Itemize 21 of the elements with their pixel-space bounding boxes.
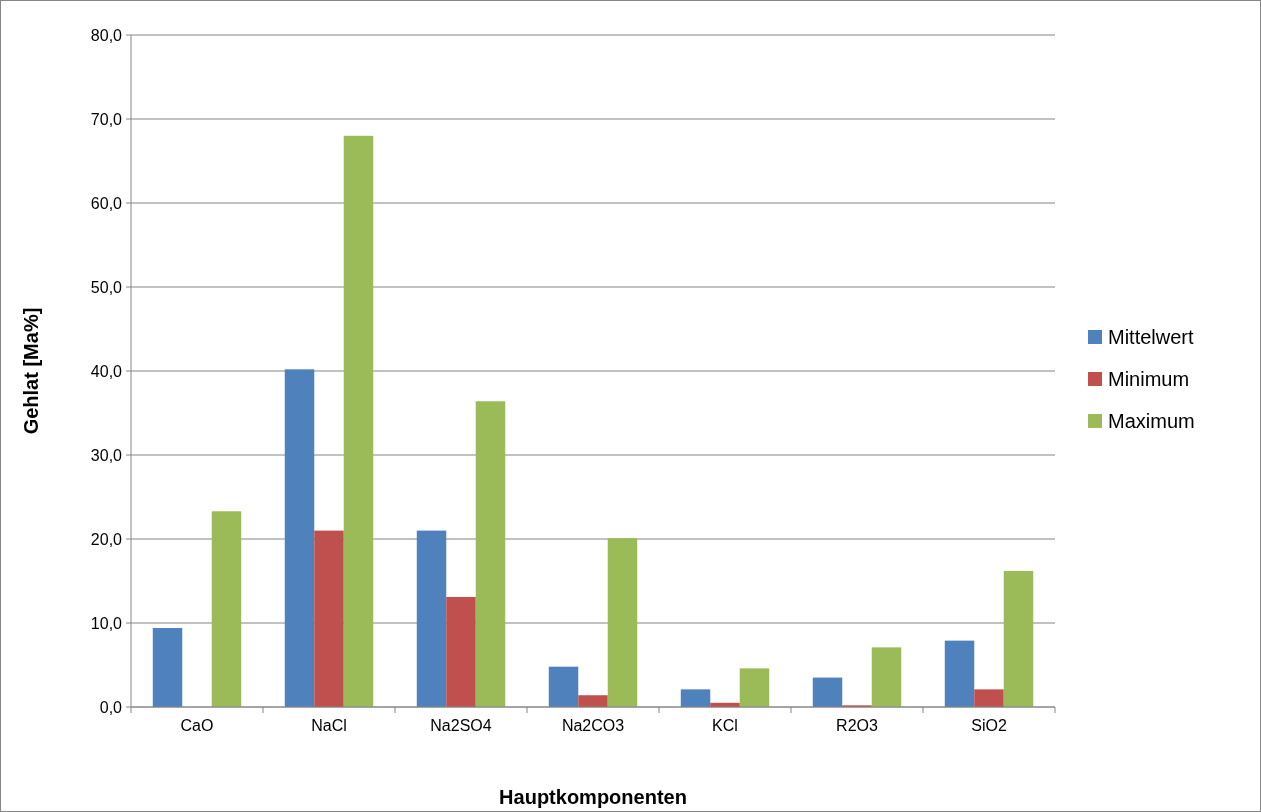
y-axis-title: Gehlat [Ma%] <box>20 307 42 435</box>
x-tick-label: Na2CO3 <box>561 717 625 734</box>
y-tick-label: 20,0 <box>90 530 123 548</box>
x-tick-label: CaO <box>180 717 214 734</box>
y-tick-label: 10,0 <box>90 614 123 632</box>
legend-label: Maximum <box>1108 410 1195 432</box>
y-tick-label: 80,0 <box>90 26 123 44</box>
legend-label: Minimum <box>1108 368 1190 390</box>
x-tick-label: Na2SO4 <box>430 717 492 734</box>
y-tick-label: 70,0 <box>90 110 123 128</box>
x-tick-label: KCl <box>712 717 738 734</box>
x-axis-title: Hauptkomponenten <box>499 786 687 808</box>
x-tick-label: SiO2 <box>971 717 1007 734</box>
y-tick-label: 30,0 <box>90 446 123 464</box>
y-tick-label: 40,0 <box>90 362 123 380</box>
x-tick-label: NaCl <box>311 717 347 734</box>
y-tick-label: 0,0 <box>99 698 123 716</box>
x-tick-label: R2O3 <box>836 717 878 734</box>
legend-label: Mittelwert <box>1108 326 1195 348</box>
y-tick-label: 50,0 <box>90 278 123 296</box>
y-tick-label: 60,0 <box>90 194 123 212</box>
